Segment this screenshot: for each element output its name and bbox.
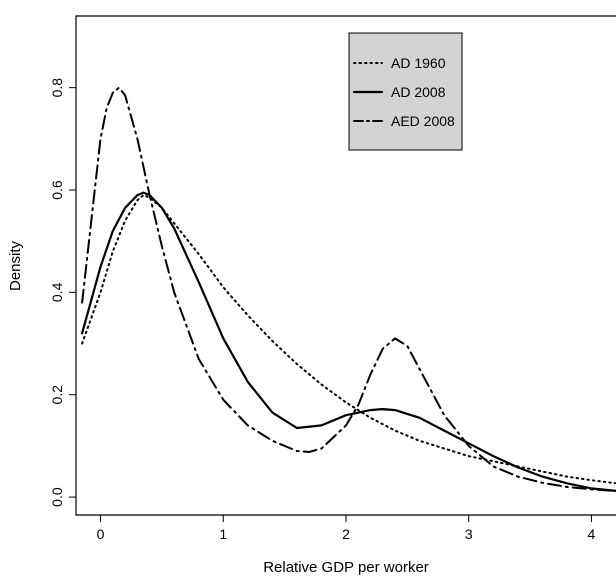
series-line-ad-1960 [81,194,616,485]
x-axis: 0 1 2 3 4 [97,515,596,542]
y-axis: 0.0 0.2 0.4 0.6 0.8 [49,78,76,507]
legend-label: AD 2008 [391,84,446,100]
x-tick-label: 0 [97,526,105,542]
series-line-aed-2008 [81,86,616,492]
x-tick-label: 4 [588,526,596,542]
x-axis-label: Relative GDP per worker [263,559,429,576]
legend: AD 1960 AD 2008 AED 2008 [348,32,463,151]
y-tick-label: 0.4 [49,282,65,302]
plot-frame [75,15,616,516]
legend-label: AD 1960 [391,55,446,71]
y-tick-label: 0.8 [49,78,65,98]
legend-label: AED 2008 [391,113,455,129]
series-line-ad-2008 [81,191,616,492]
y-tick-label: 0.0 [49,487,65,507]
x-tick-label: 3 [465,526,473,542]
series-group [81,86,616,492]
y-tick-label: 0.2 [49,385,65,405]
y-tick-label: 0.6 [49,180,65,200]
x-tick-label: 2 [342,526,350,542]
x-tick-label: 1 [219,526,227,542]
y-axis-label: Density [7,240,24,291]
